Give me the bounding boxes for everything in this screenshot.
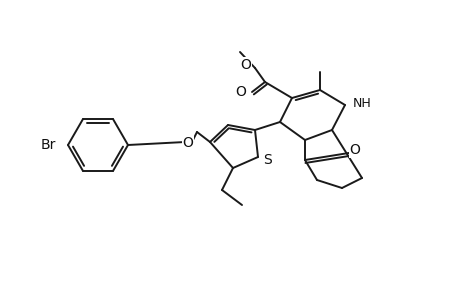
Text: O: O <box>240 58 251 72</box>
Text: S: S <box>263 153 271 167</box>
Text: NH: NH <box>352 97 371 110</box>
Text: O: O <box>235 85 246 99</box>
Text: O: O <box>349 143 360 157</box>
Text: Br: Br <box>40 138 56 152</box>
Text: O: O <box>182 136 193 150</box>
